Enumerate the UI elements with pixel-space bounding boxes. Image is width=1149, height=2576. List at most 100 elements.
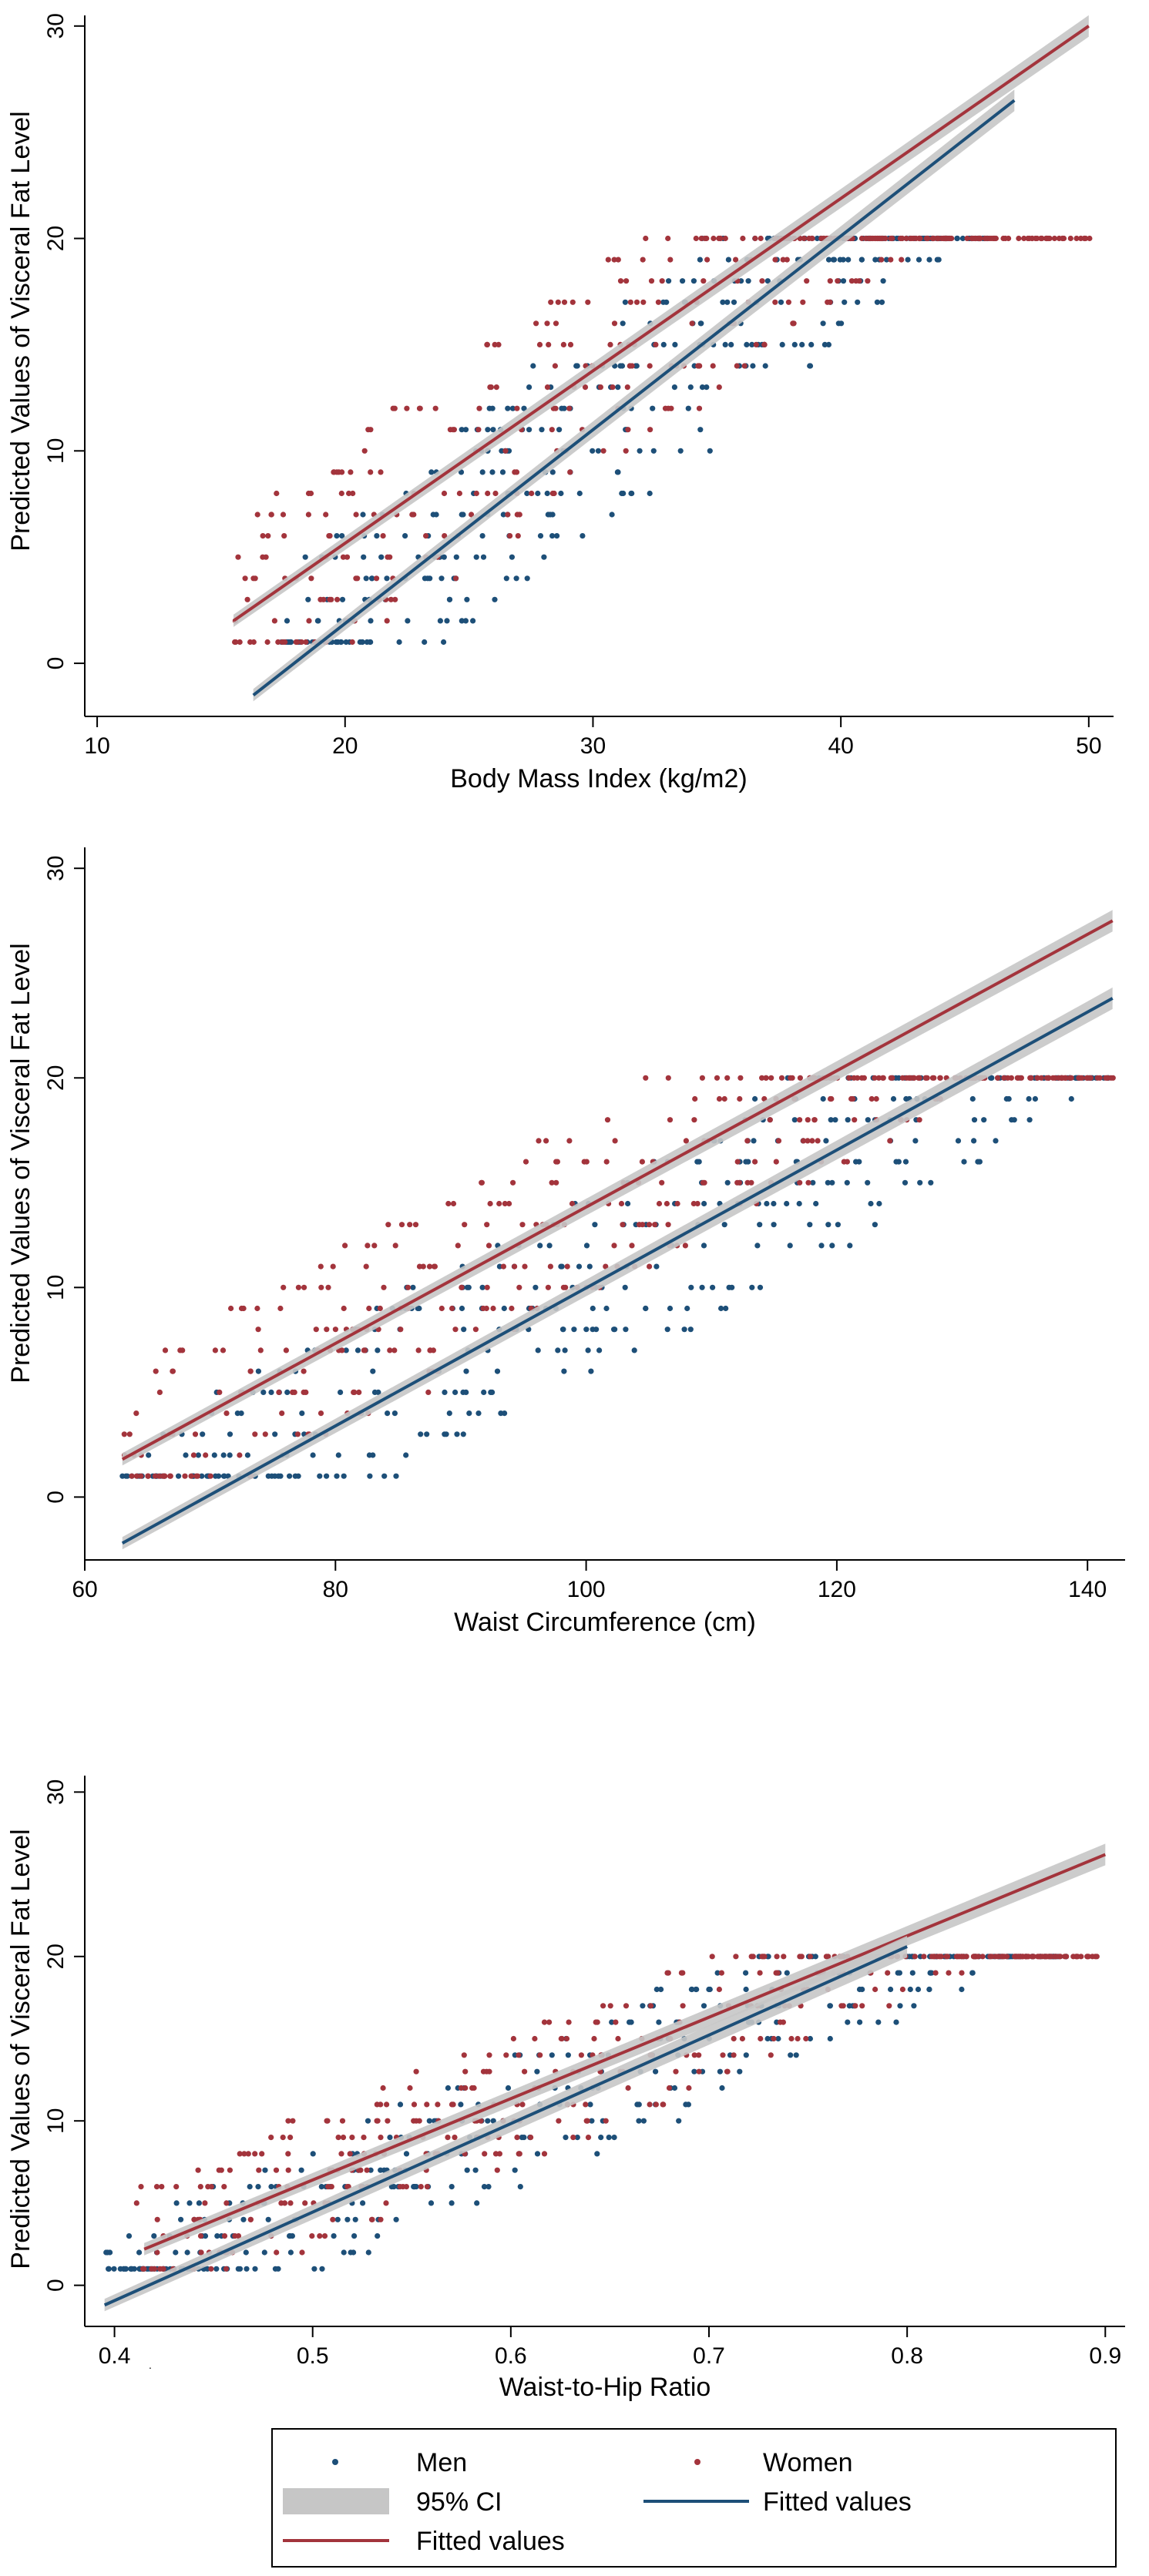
point-women: [336, 469, 342, 475]
point-men: [757, 1222, 763, 1228]
point-women: [452, 1327, 459, 1333]
point-women: [149, 2266, 155, 2272]
point-men: [835, 1222, 841, 1228]
point-men: [284, 618, 291, 624]
point-women: [805, 1117, 811, 1123]
point-men: [775, 2035, 781, 2042]
point-women: [252, 575, 258, 582]
point-women: [496, 2151, 503, 2157]
point-women: [558, 2035, 564, 2042]
point-men: [244, 2266, 250, 2272]
point-men: [535, 1347, 541, 1353]
point-women: [278, 2200, 284, 2206]
point-women: [625, 2085, 631, 2091]
waist-panel: 60 80 100 120 140 0 10 20 30 Waist Circumferenc…: [6, 847, 1125, 1637]
point-men: [338, 1389, 344, 1395]
point-men: [272, 2266, 278, 2272]
point-women: [887, 1138, 893, 1144]
point-women: [506, 1200, 512, 1207]
point-men: [827, 2035, 833, 2042]
point-women: [665, 1075, 671, 1081]
point-women: [615, 257, 621, 263]
point-men: [364, 639, 370, 646]
point-men: [128, 2266, 134, 2272]
point-men: [961, 1159, 967, 1165]
point-women: [287, 2200, 294, 2206]
point-women: [242, 575, 248, 582]
point-women: [241, 2151, 247, 2157]
point-men: [749, 341, 755, 347]
point-women: [1043, 1954, 1050, 1960]
point-women: [378, 469, 384, 475]
bmi-panel: 10 20 30 40 50 0 10 20 30 Body Mass Index (kg/m…: [6, 13, 1114, 793]
point-women: [510, 1179, 516, 1186]
point-women: [647, 2101, 653, 2108]
point-men: [517, 2184, 523, 2190]
point-men: [954, 235, 960, 242]
point-women: [237, 639, 243, 646]
point-women: [318, 1284, 324, 1290]
point-women: [385, 2118, 391, 2124]
point-women: [412, 1222, 419, 1228]
point-men: [807, 2035, 813, 2042]
point-women: [720, 2052, 726, 2058]
point-women: [710, 363, 716, 369]
point-men: [778, 299, 784, 305]
point-women: [220, 1347, 227, 1353]
bmi-y-axis-title: Predicted Values of Visceral Fat Level: [6, 111, 35, 551]
point-women: [801, 235, 808, 242]
point-women: [921, 1954, 927, 1960]
point-men: [845, 2019, 851, 2025]
point-men: [519, 2135, 525, 2141]
point-women: [748, 1179, 754, 1186]
point-men: [596, 1347, 603, 1353]
point-women: [850, 1095, 856, 1102]
point-women: [344, 554, 351, 560]
point-women: [667, 257, 674, 263]
point-women: [268, 2135, 274, 2141]
point-men: [571, 1327, 577, 1333]
point-women: [277, 1305, 284, 1312]
point-women: [541, 2019, 548, 2025]
point-women: [180, 1347, 186, 1353]
point-men: [1032, 1095, 1038, 1102]
point-women: [366, 1305, 372, 1312]
point-men: [213, 2266, 220, 2272]
point-women: [797, 235, 803, 242]
point-women: [618, 1200, 625, 1207]
point-women: [323, 512, 329, 518]
point-men: [123, 2266, 129, 2272]
point-women: [603, 2118, 609, 2124]
point-men: [595, 448, 602, 454]
point-men: [499, 469, 506, 475]
point-women: [411, 512, 417, 518]
point-women: [254, 1305, 260, 1312]
point-women: [280, 2135, 286, 2141]
point-men: [640, 2118, 647, 2124]
point-men: [111, 2266, 117, 2272]
point-men: [445, 2085, 452, 2091]
point-women: [647, 2003, 654, 2009]
point-women: [603, 1263, 609, 1270]
point-men: [317, 1473, 323, 1479]
point-men: [310, 1452, 316, 1458]
point-women: [741, 363, 748, 369]
point-men: [764, 2035, 771, 2042]
point-men: [959, 1986, 965, 1993]
point-women: [353, 512, 359, 518]
waist-fitted-line-men: [121, 997, 1114, 1545]
point-women: [361, 448, 368, 454]
point-women: [963, 1954, 969, 1960]
point-women: [785, 299, 791, 305]
point-men: [479, 1284, 485, 1290]
point-women: [485, 1243, 492, 1249]
point-men: [173, 2249, 179, 2256]
point-men: [580, 533, 586, 539]
point-women: [435, 2101, 441, 2108]
point-women: [522, 1263, 528, 1270]
whr-y-tick-label: 20: [43, 1944, 69, 1969]
point-men: [779, 341, 785, 347]
bmi-ci-band-women: [233, 15, 1089, 627]
point-men: [743, 1986, 749, 1993]
point-men: [485, 2184, 492, 2190]
